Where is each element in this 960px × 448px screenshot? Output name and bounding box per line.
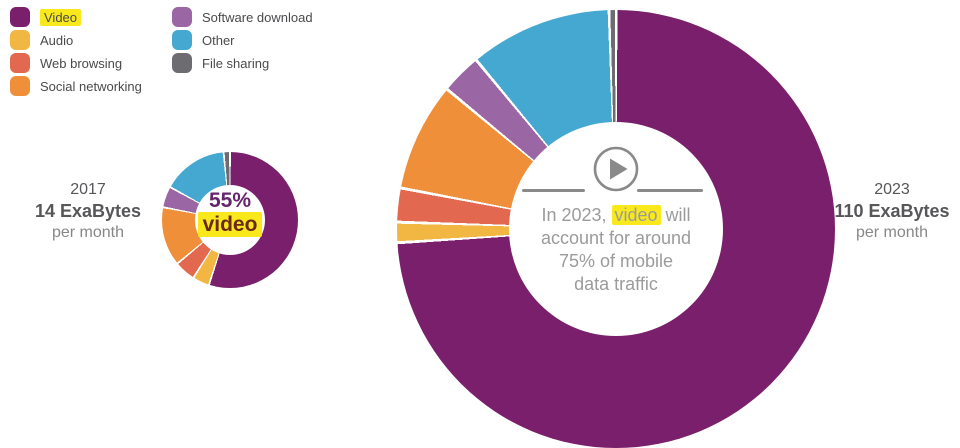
legend-label-file-sharing: File sharing <box>202 55 270 71</box>
mobile-data-traffic-infographic: Video Audio Web browsing Social networki… <box>8 7 960 448</box>
label-2023: 2023 110 ExaBytes per month <box>812 179 960 243</box>
donut-2023-caption: In 2023, video will account for around 7… <box>509 204 723 296</box>
caption-line-1: In 2023, video will <box>541 205 691 225</box>
video-swatch-icon <box>10 7 30 27</box>
amount-2017: 14 ExaBytes <box>34 201 142 221</box>
other-swatch-icon <box>172 30 192 50</box>
year-2023: 2023 <box>874 181 910 198</box>
legend-item-social-networking: Social networking <box>10 76 142 96</box>
label-2017: 2017 14 ExaBytes per month <box>8 179 168 243</box>
year-2017: 2017 <box>70 181 106 198</box>
file-sharing-swatch-icon <box>172 53 192 73</box>
video-share-2017-label: video <box>197 212 263 237</box>
play-icon[interactable] <box>593 146 639 192</box>
caption-line-3: 75% of mobile <box>558 251 674 271</box>
legend-label-video: Video <box>40 8 82 26</box>
legend-label-other: Other <box>202 32 235 48</box>
per-month-2017: per month <box>51 224 125 241</box>
donut-2023-center: In 2023, video will account for around 7… <box>509 122 723 336</box>
social-networking-swatch-icon <box>10 76 30 96</box>
web-browsing-swatch-icon <box>10 53 30 73</box>
donut-chart-2023: In 2023, video will account for around 7… <box>397 10 835 448</box>
video-share-2017: 55% <box>208 189 252 212</box>
divider-left <box>522 189 585 192</box>
caption-line-2: account for around <box>540 228 692 248</box>
legend-label-social-networking: Social networking <box>40 78 142 94</box>
donut-2017-center: 55% video <box>195 185 265 255</box>
legend-column-2: Software download Other File sharing <box>172 7 313 76</box>
legend-item-file-sharing: File sharing <box>172 53 313 73</box>
legend-label-web-browsing: Web browsing <box>40 55 123 71</box>
legend-item-software-download: Software download <box>172 7 313 27</box>
legend-item-audio: Audio <box>10 30 142 50</box>
per-month-2023: per month <box>855 224 929 241</box>
donut-chart-2017: 55% video <box>162 152 298 288</box>
caption-line-4: data traffic <box>574 274 658 294</box>
amount-2023: 110 ExaBytes <box>834 201 950 221</box>
legend-column-1: Video Audio Web browsing Social networki… <box>10 7 142 99</box>
legend-label-software-download: Software download <box>202 9 313 25</box>
legend-item-video: Video <box>10 7 142 27</box>
divider-right <box>637 189 703 192</box>
audio-swatch-icon <box>10 30 30 50</box>
legend-item-other: Other <box>172 30 313 50</box>
legend-item-web-browsing: Web browsing <box>10 53 142 73</box>
software-download-swatch-icon <box>172 7 192 27</box>
highlighted-video-word: video <box>611 205 661 225</box>
legend-label-audio: Audio <box>40 32 74 48</box>
